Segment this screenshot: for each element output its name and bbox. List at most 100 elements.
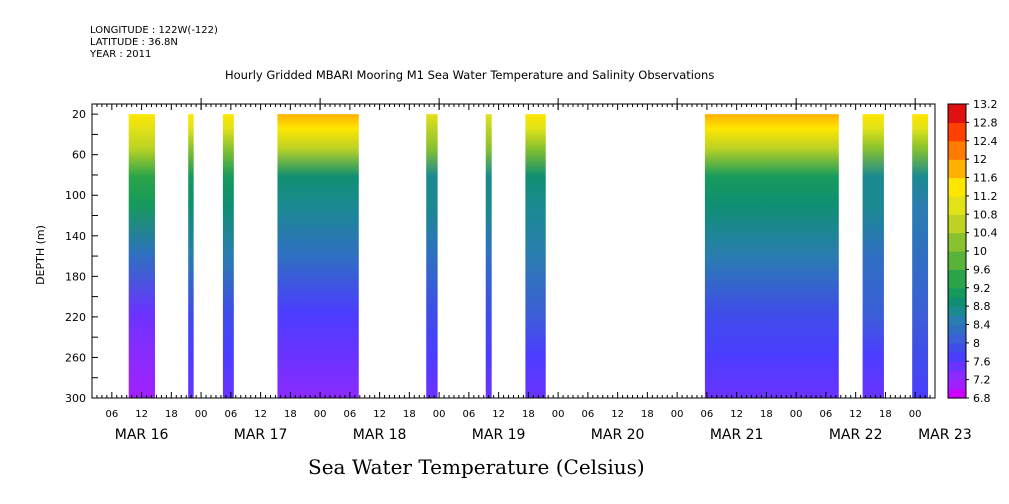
colorbar-label: 11.2 xyxy=(973,190,998,203)
colorbar-label: 12.4 xyxy=(973,135,998,148)
colorbar-label: 7.2 xyxy=(973,374,991,387)
colorbar-swatch xyxy=(948,251,966,261)
colorbar-swatch xyxy=(948,379,966,390)
data-segment xyxy=(525,114,546,398)
date-label: MAR 18 xyxy=(353,427,407,443)
x-tick-label: 18 xyxy=(760,409,773,420)
colorbar-swatch xyxy=(948,296,966,307)
colorbar-swatch xyxy=(948,140,966,151)
colorbar-swatch xyxy=(948,232,966,243)
colorbar-label: 10.4 xyxy=(973,227,998,240)
x-tick-label: 18 xyxy=(284,409,297,420)
x-tick-label: 06 xyxy=(105,409,118,420)
y-tick-label: 220 xyxy=(65,311,86,324)
data-segments xyxy=(128,114,929,398)
x-tick-label: 18 xyxy=(522,409,535,420)
chart-caption: Sea Water Temperature (Celsius) xyxy=(308,455,645,479)
x-tick-label: 12 xyxy=(611,409,624,420)
colorbar-swatch xyxy=(948,260,966,270)
x-tick-label: 06 xyxy=(820,409,833,420)
colorbar-label: 8 xyxy=(973,337,980,350)
colorbar-label: 13.2 xyxy=(973,98,998,111)
x-tick-label: 00 xyxy=(314,409,327,420)
latitude-label: LATITUDE : 36.8N xyxy=(90,37,178,48)
colorbar-label: 8.4 xyxy=(973,319,991,332)
colorbar-swatch xyxy=(948,168,966,179)
x-tick-label: 06 xyxy=(463,409,476,420)
x-tick-label: 18 xyxy=(403,409,416,420)
colorbar-swatch xyxy=(948,352,966,362)
y-tick-label: 140 xyxy=(65,230,86,243)
data-segment xyxy=(704,114,839,398)
y-tick-label: 100 xyxy=(65,189,86,202)
x-tick-label: 18 xyxy=(165,409,178,420)
y-tick-label: 300 xyxy=(65,392,86,405)
data-segment xyxy=(485,114,492,398)
x-tick-label: 12 xyxy=(135,409,148,420)
colorbar-label: 12 xyxy=(973,153,987,166)
y-tick-label: 60 xyxy=(72,149,86,162)
year-label: YEAR : 2011 xyxy=(90,49,152,60)
x-tick-label: 00 xyxy=(790,409,803,420)
y-tick-label: 20 xyxy=(72,108,86,121)
colorbar-swatch xyxy=(948,149,966,160)
data-segment xyxy=(277,114,359,398)
x-tick-label: 06 xyxy=(701,409,714,420)
colorbar-swatch xyxy=(948,122,966,133)
y-tick-label: 260 xyxy=(65,351,86,364)
colorbar-swatch xyxy=(948,214,966,225)
colorbar-swatch xyxy=(948,241,966,252)
date-label: MAR 21 xyxy=(710,427,764,443)
y-tick-label: 180 xyxy=(65,270,86,283)
data-segment xyxy=(862,114,884,398)
date-label: MAR 17 xyxy=(234,427,288,443)
colorbar-swatch xyxy=(948,113,966,123)
x-tick-label: 06 xyxy=(343,409,356,420)
colorbar-swatch xyxy=(948,342,966,353)
colorbar-swatch xyxy=(948,370,966,381)
colorbar-swatch xyxy=(948,269,966,280)
colorbar-swatch xyxy=(948,205,966,215)
x-tick-label: 12 xyxy=(730,409,743,420)
date-label: MAR 20 xyxy=(591,427,645,443)
x-tick-label: 00 xyxy=(433,409,446,420)
date-label: MAR 22 xyxy=(829,427,883,443)
colorbar-swatch xyxy=(948,177,966,188)
colorbar-swatch xyxy=(948,315,966,326)
colorbar-swatch xyxy=(948,306,966,316)
date-label: MAR 16 xyxy=(115,427,169,443)
longitude-label: LONGITUDE : 122W(-122) xyxy=(90,25,218,36)
date-label: MAR 23 xyxy=(918,427,972,443)
colorbar-label: 8.8 xyxy=(973,300,991,313)
data-segment xyxy=(912,114,929,398)
data-segment xyxy=(222,114,234,398)
x-tick-label: 06 xyxy=(582,409,595,420)
colorbar-label: 7.6 xyxy=(973,355,991,368)
colorbar-swatch xyxy=(948,361,966,372)
y-axis-label: DEPTH (m) xyxy=(34,225,47,285)
x-tick-label: 00 xyxy=(909,409,922,420)
colorbar-label: 9.2 xyxy=(973,282,991,295)
colorbar-swatch xyxy=(948,159,966,169)
data-segment xyxy=(426,114,438,398)
date-label: MAR 19 xyxy=(472,427,526,443)
chart-title: Hourly Gridded MBARI Mooring M1 Sea Wate… xyxy=(225,68,715,82)
colorbar-label: 10 xyxy=(973,245,987,258)
x-tick-label: 06 xyxy=(224,409,237,420)
colorbar-label: 9.6 xyxy=(973,263,991,276)
colorbar: 13.2 12.8 12.4 12 11.6 11.2 10.8 10.4 10 9.6 9.2 8.… xyxy=(947,98,998,405)
colorbar-label: 12.8 xyxy=(973,116,998,129)
colorbar-label: 11.6 xyxy=(973,172,998,185)
colorbar-swatch xyxy=(948,278,966,289)
colorbar-swatch xyxy=(948,388,966,399)
colorbar-swatch xyxy=(948,186,966,197)
colorbar-swatch xyxy=(948,131,966,142)
colorbar-swatch xyxy=(948,223,966,234)
colorbar-swatch xyxy=(948,333,966,344)
x-tick-label: 12 xyxy=(492,409,505,420)
data-segment xyxy=(128,114,155,398)
colorbar-swatch xyxy=(948,104,966,114)
x-tick-label: 00 xyxy=(195,409,208,420)
x-tick-label: 12 xyxy=(849,409,862,420)
